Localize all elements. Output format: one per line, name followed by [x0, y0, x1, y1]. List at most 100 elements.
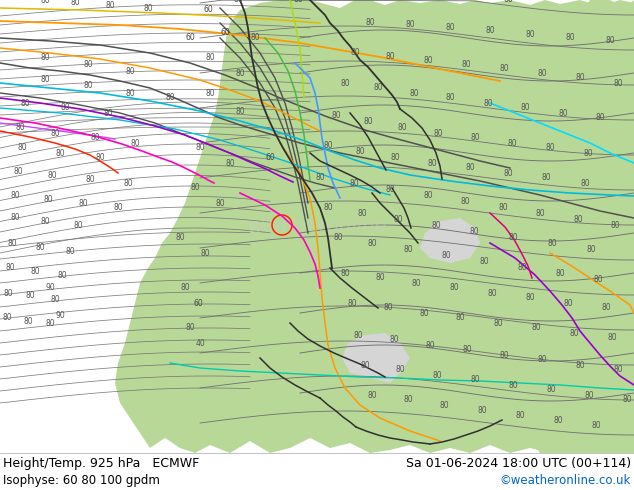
Text: 60: 60 [293, 0, 303, 4]
Text: 80: 80 [17, 144, 27, 152]
Text: 80: 80 [595, 114, 605, 122]
Text: 80: 80 [593, 274, 603, 284]
Text: 80: 80 [565, 33, 575, 43]
Text: 80: 80 [2, 314, 12, 322]
Text: 80: 80 [195, 144, 205, 152]
Text: 80: 80 [520, 103, 530, 113]
Text: 80: 80 [583, 148, 593, 157]
Text: 80: 80 [499, 350, 509, 360]
Text: 80: 80 [3, 289, 13, 297]
Text: 80: 80 [445, 24, 455, 32]
Text: 80: 80 [333, 234, 343, 243]
Text: 80: 80 [50, 128, 60, 138]
Text: 80: 80 [409, 89, 419, 98]
Text: 80: 80 [36, 243, 45, 251]
Text: 80: 80 [508, 232, 518, 242]
Text: 80: 80 [460, 196, 470, 205]
Polygon shape [342, 333, 410, 383]
Text: 80: 80 [185, 323, 195, 333]
Text: 80: 80 [315, 173, 325, 182]
Text: 80: 80 [525, 30, 535, 40]
Text: 80: 80 [105, 1, 115, 10]
Polygon shape [420, 218, 480, 263]
Text: 80: 80 [515, 411, 525, 419]
Text: 80: 80 [553, 416, 563, 424]
Text: 80: 80 [541, 173, 551, 182]
Text: 80: 80 [546, 386, 556, 394]
Text: 80: 80 [389, 336, 399, 344]
Text: 80: 80 [205, 89, 215, 98]
Text: 60: 60 [185, 33, 195, 43]
Text: 80: 80 [375, 273, 385, 283]
Text: 80: 80 [143, 4, 153, 14]
Text: 80: 80 [367, 239, 377, 247]
Text: 80: 80 [584, 391, 594, 399]
Text: 90: 90 [45, 284, 55, 293]
Text: 80: 80 [40, 217, 50, 225]
Text: 80: 80 [469, 226, 479, 236]
Text: 80: 80 [573, 215, 583, 223]
Text: 80: 80 [411, 278, 421, 288]
Text: 80: 80 [537, 69, 547, 77]
Text: 80: 80 [25, 292, 35, 300]
Text: 80: 80 [10, 214, 20, 222]
Text: 80: 80 [50, 295, 60, 304]
Text: 80: 80 [365, 19, 375, 27]
Text: 60: 60 [193, 298, 203, 308]
Text: 80: 80 [393, 215, 403, 223]
Text: 80: 80 [601, 303, 611, 313]
Text: 80: 80 [613, 366, 623, 374]
Text: 80: 80 [498, 202, 508, 212]
Text: 80: 80 [507, 139, 517, 147]
Text: 80: 80 [390, 152, 400, 162]
Text: 80: 80 [403, 395, 413, 405]
Text: 80: 80 [455, 314, 465, 322]
Text: 80: 80 [340, 269, 350, 277]
Text: 80: 80 [13, 167, 23, 175]
Text: 80: 80 [470, 375, 480, 385]
Text: 80: 80 [403, 245, 413, 253]
Text: 80: 80 [423, 191, 433, 199]
Text: 80: 80 [479, 256, 489, 266]
Text: 60: 60 [220, 28, 230, 38]
Text: 80: 80 [441, 250, 451, 260]
Text: 80: 80 [477, 406, 487, 415]
Text: 80: 80 [433, 128, 443, 138]
Text: 80: 80 [347, 298, 357, 308]
Text: 80: 80 [7, 239, 17, 247]
Text: ©weatheronline.co.uk: ©weatheronline.co.uk [500, 473, 631, 487]
Text: 80: 80 [531, 323, 541, 333]
Text: 80: 80 [485, 26, 495, 35]
Text: 80: 80 [427, 158, 437, 168]
Text: 80: 80 [180, 284, 190, 293]
Text: 80: 80 [419, 309, 429, 318]
Text: 80: 80 [461, 60, 471, 70]
Text: 80: 80 [83, 60, 93, 70]
Text: 80: 80 [47, 171, 57, 179]
Text: 80: 80 [465, 164, 475, 172]
Text: 80: 80 [431, 220, 441, 229]
Text: 80: 80 [367, 391, 377, 399]
Polygon shape [575, 0, 634, 35]
Text: 80: 80 [622, 395, 632, 405]
Text: 80: 80 [537, 356, 547, 365]
Text: 60: 60 [503, 0, 513, 4]
Text: 80: 80 [503, 169, 513, 177]
Text: 80: 80 [78, 198, 88, 207]
Text: 80: 80 [215, 198, 225, 207]
Text: 80: 80 [113, 202, 123, 212]
Text: 80: 80 [383, 303, 393, 313]
Text: 80: 80 [43, 195, 53, 203]
Text: 80: 80 [55, 148, 65, 157]
Text: 80: 80 [225, 158, 235, 168]
Text: 80: 80 [340, 78, 350, 88]
Text: 80: 80 [40, 0, 50, 5]
Text: 80: 80 [353, 330, 363, 340]
Text: 80: 80 [123, 178, 133, 188]
Text: 80: 80 [547, 239, 557, 247]
Text: 80: 80 [483, 98, 493, 107]
Text: 80: 80 [175, 234, 185, 243]
Text: 80: 80 [508, 381, 518, 390]
Text: Height/Temp. 925 hPa   ECMWF: Height/Temp. 925 hPa ECMWF [3, 457, 199, 469]
Text: 80: 80 [535, 209, 545, 218]
